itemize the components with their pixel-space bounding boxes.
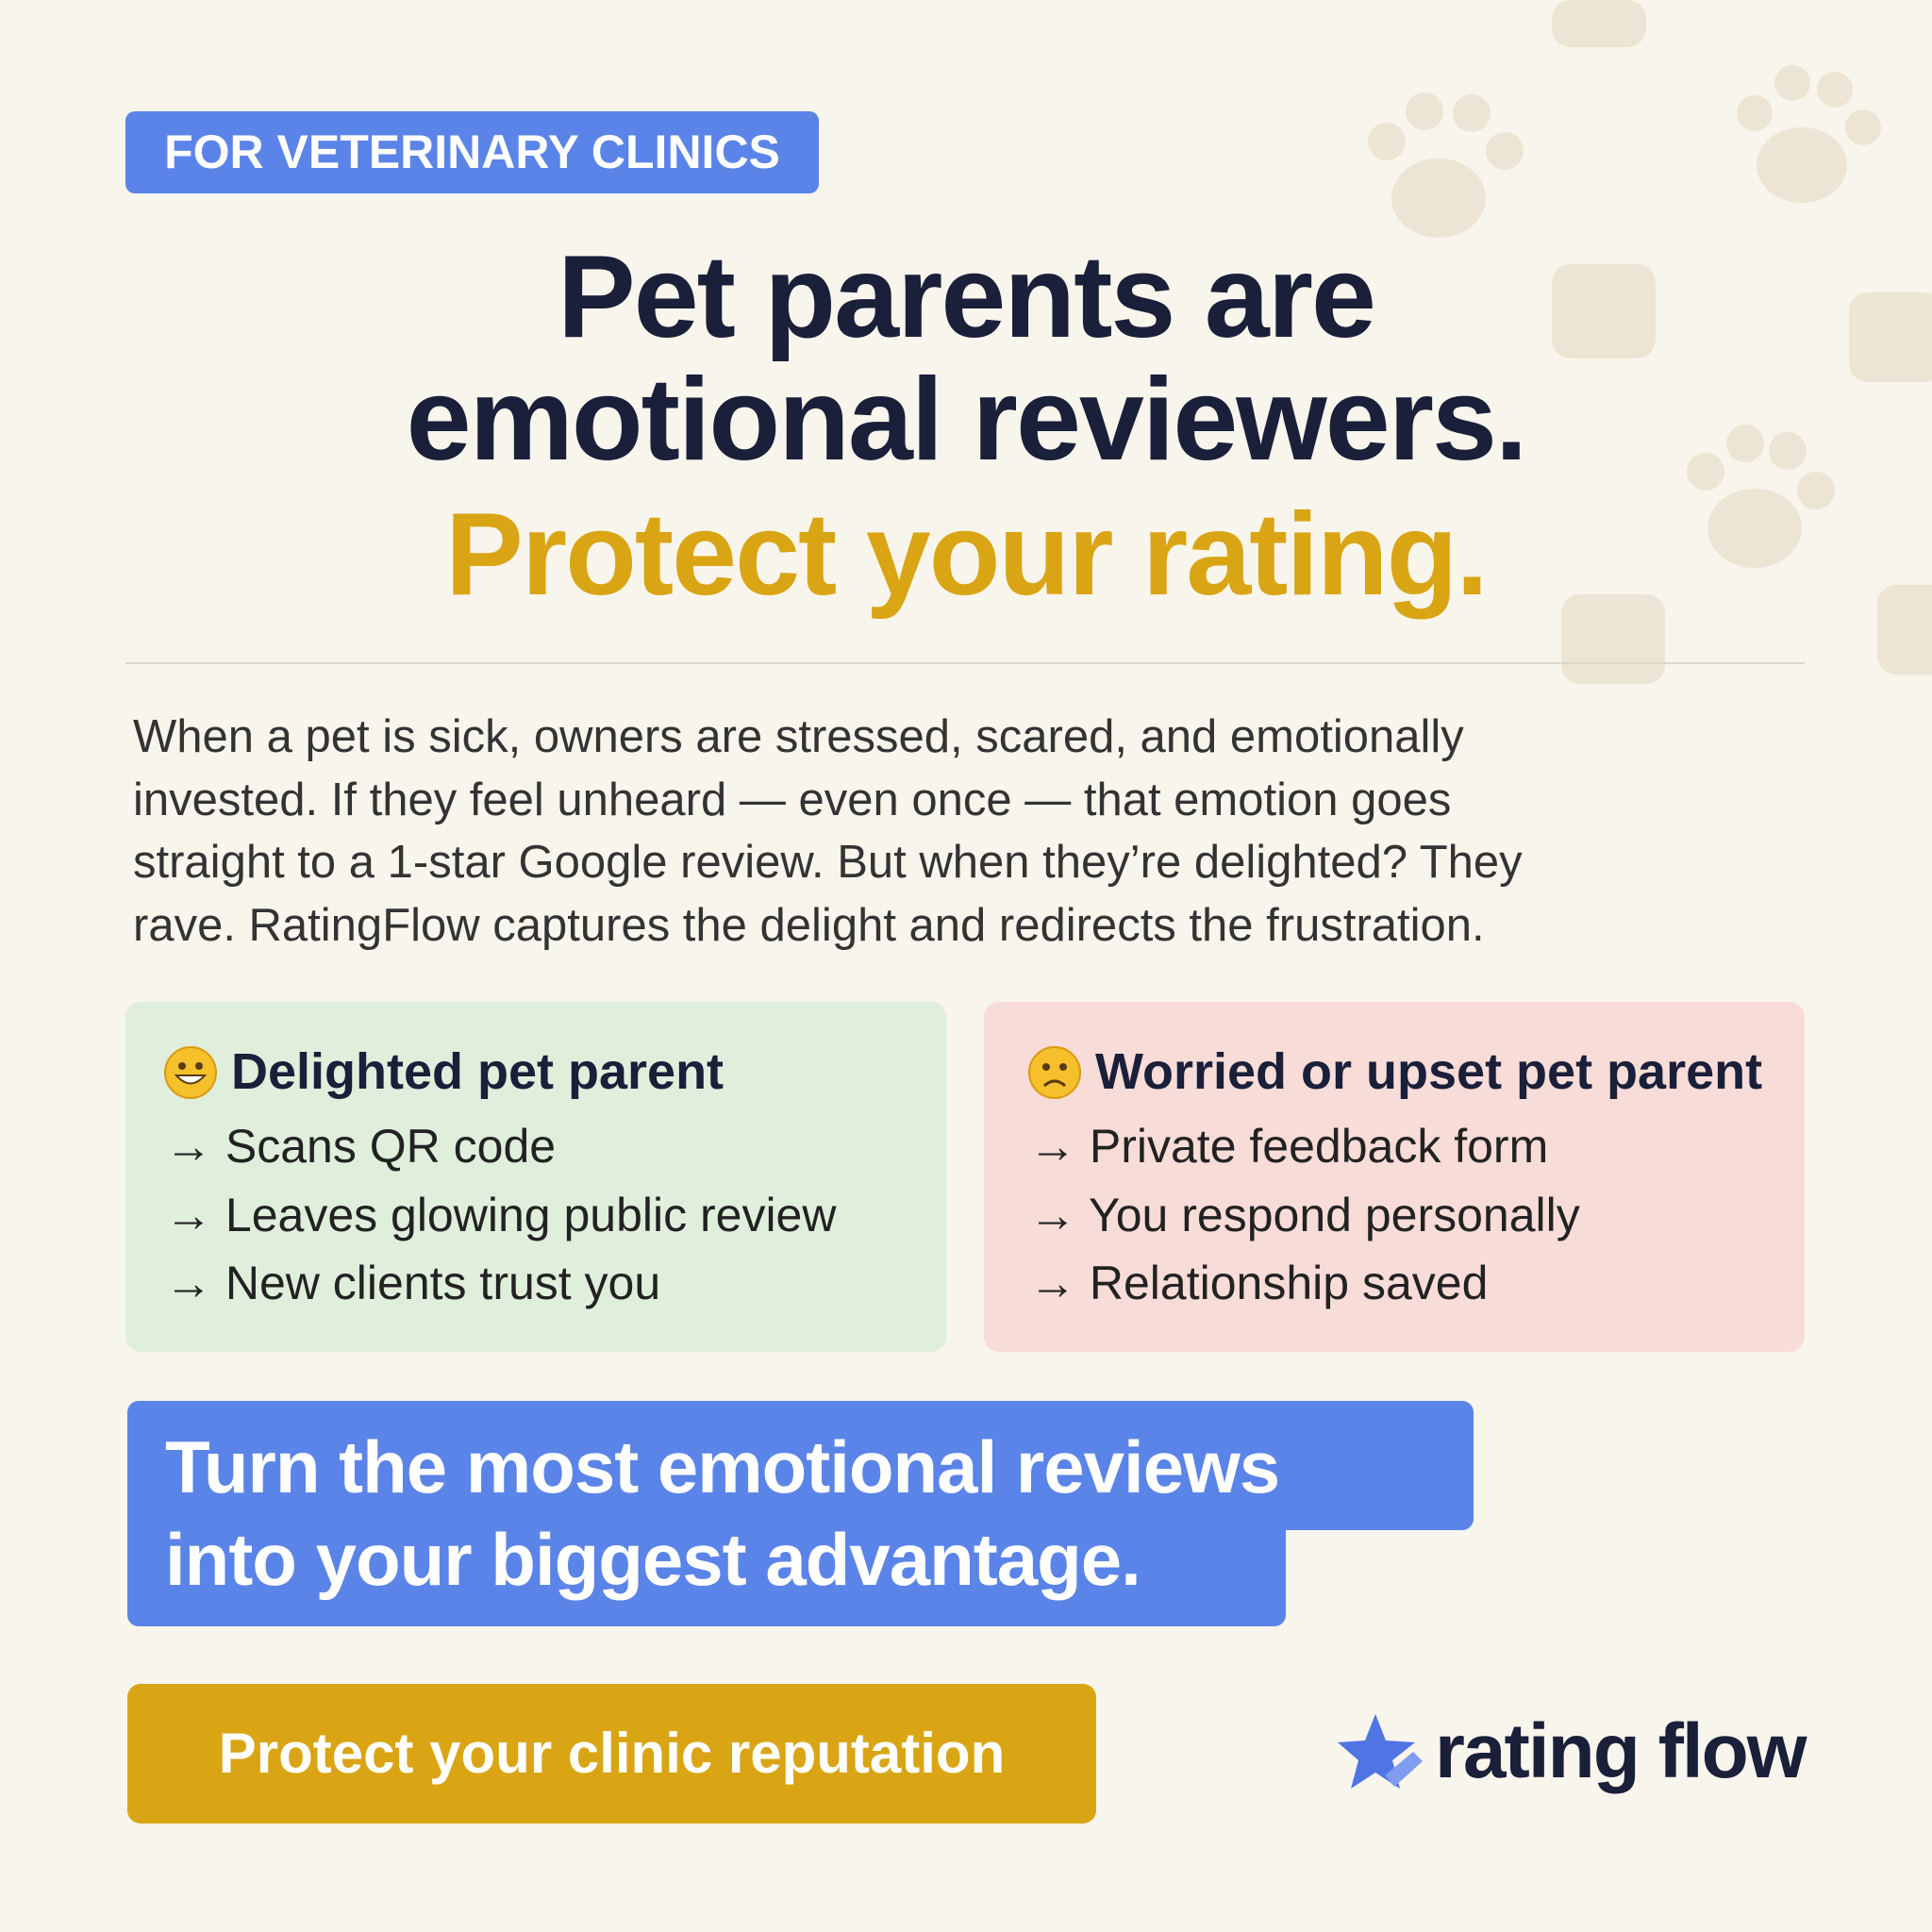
card-item: → Leaves glowing public review <box>165 1189 837 1241</box>
paw-prints <box>1368 0 1932 684</box>
cta-highlight <box>127 1519 1286 1626</box>
card-negative <box>984 1002 1805 1352</box>
cta-button[interactable]: Protect your clinic reputation <box>127 1684 1096 1824</box>
paragraph-line: rave. RatingFlow captures the delight an… <box>133 900 1485 951</box>
card-item: → Scans QR code <box>165 1120 557 1173</box>
headline: emotional reviewers. <box>406 355 1528 485</box>
headline: Pet parents are <box>558 232 1376 362</box>
card-title: Worried or upset pet parent <box>1095 1043 1763 1100</box>
card-item: → You respond personally <box>1029 1189 1580 1241</box>
paragraph-line: When a pet is sick, owners are stressed,… <box>133 711 1464 762</box>
logo-icon <box>1338 1714 1423 1789</box>
paragraph-line: invested. If they feel unheard — even on… <box>133 774 1452 825</box>
emoji-worried <box>1028 1046 1081 1099</box>
divider <box>125 662 1805 664</box>
badge: FOR VETERINARY CLINICS <box>125 111 819 193</box>
paragraph-line: straight to a 1-star Google review. But … <box>133 837 1523 888</box>
card-item: → Private feedback form <box>1029 1120 1549 1173</box>
emoji-happy <box>164 1046 217 1099</box>
headline-accent: Protect your rating. <box>445 490 1489 620</box>
card-positive <box>125 1002 946 1352</box>
card-title: Delighted pet parent <box>231 1043 724 1100</box>
cta-highlight <box>127 1401 1474 1530</box>
cta-line: into your biggest advantage. <box>165 1518 1141 1601</box>
logo-text: rating flow <box>1435 1708 1807 1794</box>
cta-line: Turn the most emotional reviews <box>165 1425 1280 1508</box>
card-item: → New clients trust you <box>165 1257 661 1309</box>
card-item: → Relationship saved <box>1029 1257 1489 1309</box>
